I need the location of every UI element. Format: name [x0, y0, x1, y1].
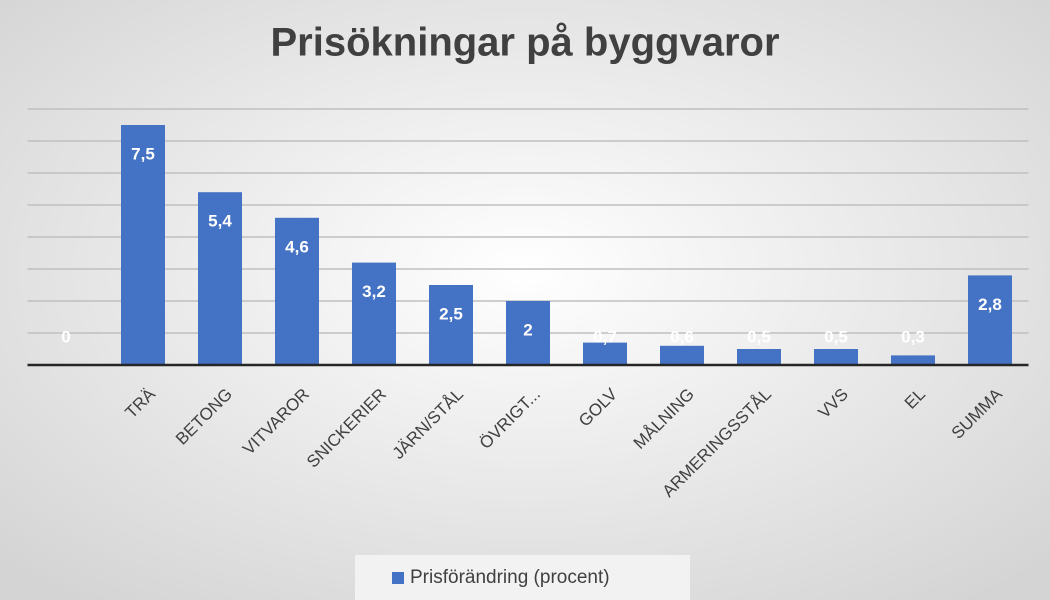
- data-label: 0,6: [670, 327, 694, 346]
- data-label: 0,5: [747, 327, 771, 346]
- data-label: 2: [523, 320, 532, 339]
- data-label: 0: [61, 327, 70, 346]
- bar: [429, 285, 473, 365]
- bar: [968, 275, 1012, 365]
- data-label: 0,3: [901, 327, 925, 346]
- bar: [891, 355, 935, 365]
- data-label: 3,2: [362, 282, 386, 301]
- data-label: 5,4: [208, 212, 232, 231]
- bar: [737, 349, 781, 365]
- data-label: 2,5: [439, 304, 463, 323]
- legend-swatch: [392, 572, 404, 584]
- chart-title: Prisökningar på byggvaror: [270, 21, 779, 65]
- bar: [814, 349, 858, 365]
- data-label: 0,5: [824, 327, 848, 346]
- bar: [198, 192, 242, 365]
- data-label: 7,5: [131, 144, 155, 163]
- legend-label: Prisförändring (procent): [410, 567, 610, 588]
- data-label: 2,8: [978, 295, 1002, 314]
- bar: [121, 125, 165, 365]
- legend-box: [355, 555, 690, 600]
- bar: [275, 217, 319, 365]
- data-label: 0,7: [593, 327, 617, 346]
- bar: [660, 345, 704, 365]
- bar: [583, 342, 627, 365]
- bar: [352, 262, 396, 365]
- data-label: 4,6: [285, 237, 309, 256]
- bar: [506, 301, 550, 365]
